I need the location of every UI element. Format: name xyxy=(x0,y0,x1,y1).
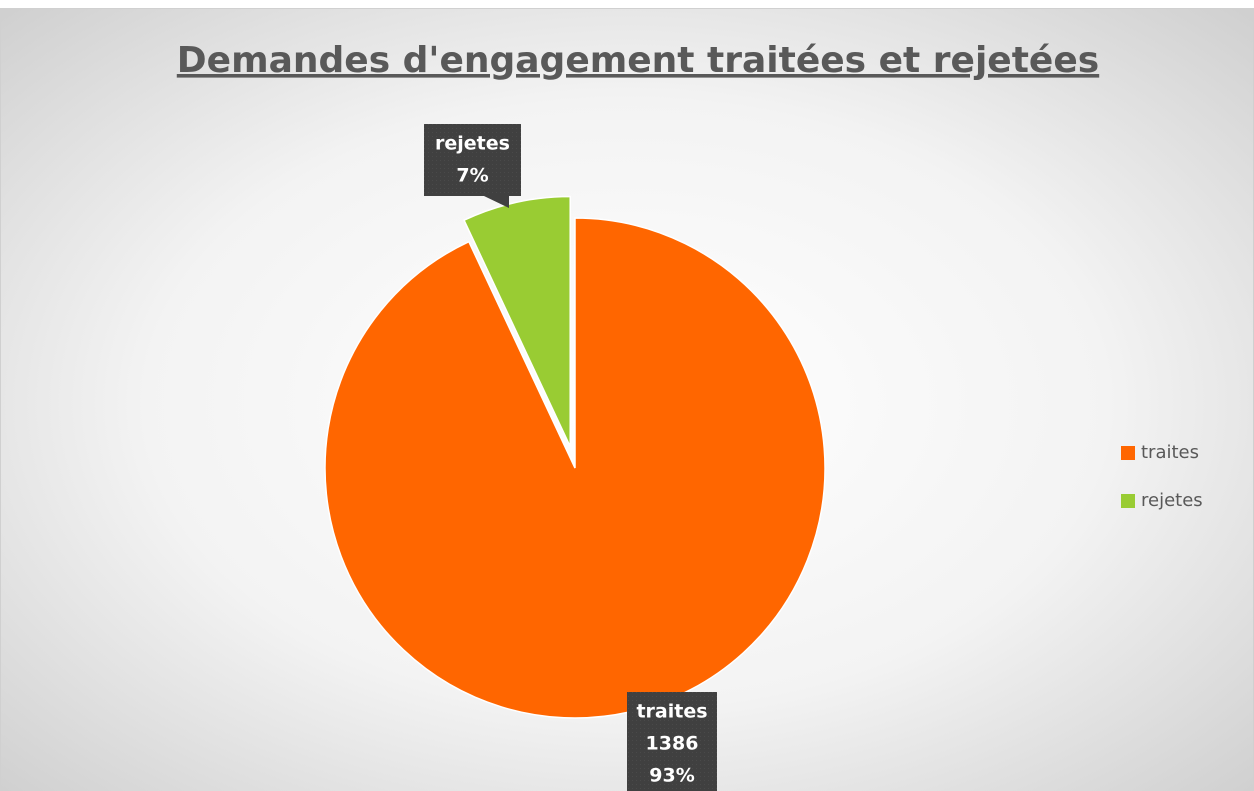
data-label-box xyxy=(627,692,717,791)
data-label-box xyxy=(424,124,521,196)
pie-slice xyxy=(463,195,571,447)
chart-title: Demandes d'engagement traitées et rejeté… xyxy=(177,40,1099,81)
pie-slice xyxy=(324,217,826,719)
data-label-pointer xyxy=(484,196,509,208)
legend-swatch xyxy=(1121,494,1135,508)
data-label: rejetes xyxy=(435,133,510,155)
data-label: traites xyxy=(636,701,707,723)
legend-label: traites xyxy=(1141,442,1199,463)
legend-label: rejetes xyxy=(1141,490,1203,511)
data-label: 93% xyxy=(649,765,694,787)
data-label: 1386 xyxy=(646,733,699,755)
data-label: 7% xyxy=(456,165,488,187)
legend-swatch xyxy=(1121,446,1135,460)
